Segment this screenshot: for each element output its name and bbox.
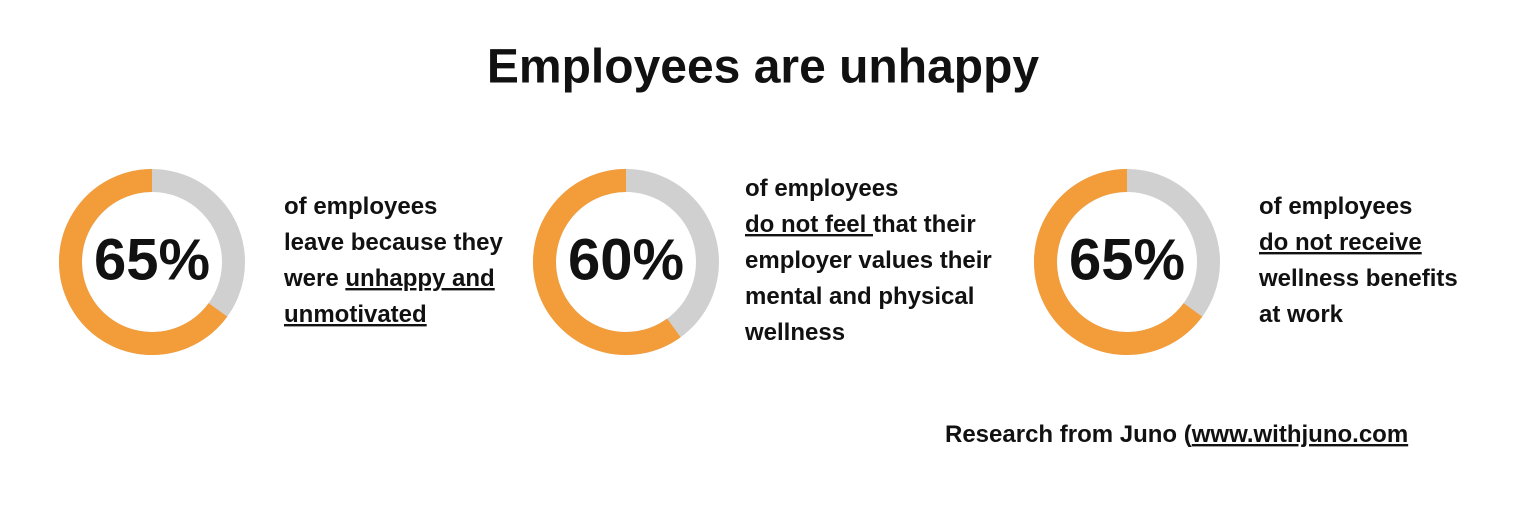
underlined-text: unhappy and bbox=[345, 265, 494, 292]
text: of employees bbox=[1259, 193, 1412, 220]
text-line: of employees bbox=[745, 175, 898, 202]
donut-arc bbox=[1034, 169, 1203, 355]
underlined-text: unmotivated bbox=[284, 301, 427, 328]
donut-arc bbox=[533, 169, 681, 355]
title: Employees are unhappy bbox=[487, 41, 1039, 94]
text: that their bbox=[873, 211, 976, 238]
underlined-text: www.withjuno.com bbox=[1191, 421, 1408, 448]
text-line: of employees bbox=[1259, 193, 1412, 220]
text: Research from Juno ( bbox=[945, 421, 1192, 448]
text-line: wellness bbox=[744, 319, 845, 346]
text: of employees bbox=[745, 175, 898, 202]
text-line: at work bbox=[1259, 301, 1344, 328]
text: leave because they bbox=[284, 229, 503, 256]
text: at work bbox=[1259, 301, 1344, 328]
text-line: wellness benefits bbox=[1258, 265, 1458, 292]
text-line: do not feel that their bbox=[745, 211, 976, 238]
text-line: of employees bbox=[284, 193, 437, 220]
percent-label: 65% bbox=[1069, 227, 1185, 292]
text-line: Research from Juno (www.withjuno.com bbox=[945, 421, 1408, 448]
text: employer values their bbox=[745, 247, 992, 274]
text: wellness benefits bbox=[1258, 265, 1458, 292]
text: wellness bbox=[744, 319, 845, 346]
text-line: mental and physical bbox=[745, 283, 974, 310]
text: of employees bbox=[284, 193, 437, 220]
percent-label: 65% bbox=[94, 227, 210, 292]
text: mental and physical bbox=[745, 283, 974, 310]
text-line: do not receive bbox=[1259, 229, 1422, 256]
percent-label: 60% bbox=[568, 227, 684, 292]
underlined-text: do not receive bbox=[1259, 229, 1422, 256]
text-line: unmotivated bbox=[284, 301, 427, 328]
underlined-text: do not feel bbox=[745, 211, 873, 238]
text-line: employer values their bbox=[745, 247, 992, 274]
donut-arc bbox=[59, 169, 228, 355]
text-line: were unhappy and bbox=[283, 265, 495, 292]
text: were bbox=[283, 265, 345, 292]
text-line: leave because they bbox=[284, 229, 503, 256]
